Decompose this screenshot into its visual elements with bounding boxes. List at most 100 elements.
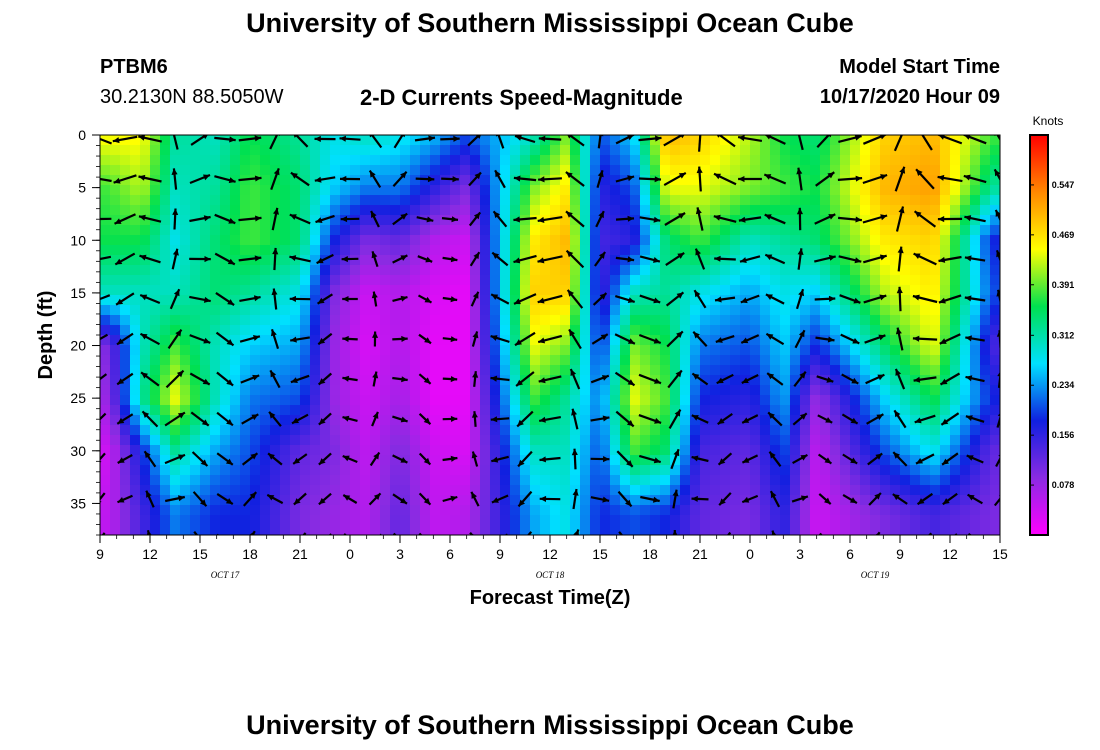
heatmap-cell [720, 395, 731, 406]
current-arrow [672, 489, 679, 509]
heatmap-cell [140, 325, 151, 336]
heatmap-cell [470, 155, 481, 166]
heatmap-cell [990, 395, 1000, 406]
heatmap-cell [640, 415, 651, 426]
heatmap-cell [950, 425, 961, 436]
heatmap-cell [960, 165, 971, 176]
heatmap-cell [630, 135, 641, 146]
heatmap-cell [910, 345, 921, 356]
heatmap-cell [470, 175, 481, 186]
heatmap-cell [670, 225, 681, 236]
heatmap-cell [240, 145, 251, 156]
heatmap-cell [100, 195, 111, 206]
heatmap-cell [710, 355, 721, 366]
heatmap-cell [450, 245, 461, 256]
heatmap-cell [350, 165, 361, 176]
heatmap-cell [820, 365, 831, 376]
heatmap-cell [250, 205, 261, 216]
heatmap-cell [590, 225, 601, 236]
heatmap-cell [580, 465, 591, 476]
heatmap-cell [350, 145, 361, 156]
heatmap-cell [610, 425, 621, 436]
current-arrow [514, 331, 536, 347]
heatmap-cell [750, 285, 761, 296]
heatmap-cell [450, 225, 461, 236]
heatmap-cell [920, 335, 931, 346]
heatmap-cell [320, 285, 331, 296]
heatmap-cell [550, 295, 561, 306]
heatmap-cell [990, 315, 1000, 326]
heatmap-cell [910, 135, 921, 146]
heatmap-cell [380, 435, 391, 446]
heatmap-cell [750, 315, 761, 326]
heatmap-cell [700, 525, 711, 535]
heatmap-cell [750, 395, 761, 406]
heatmap-cell [910, 265, 921, 276]
heatmap-cell [780, 235, 791, 246]
heatmap-cell [930, 285, 941, 296]
heatmap-cell [830, 475, 841, 486]
heatmap-cell [760, 395, 771, 406]
heatmap-cell [950, 265, 961, 276]
heatmap-cell [280, 365, 291, 376]
heatmap-cell [330, 355, 341, 366]
heatmap-cell [910, 225, 921, 236]
heatmap-cell [410, 235, 421, 246]
heatmap-cell [620, 265, 631, 276]
heatmap-cell [500, 455, 511, 466]
heatmap-cell [980, 515, 991, 526]
heatmap-cell [440, 165, 451, 176]
heatmap-cell [830, 495, 841, 506]
heatmap-cell [590, 215, 601, 226]
heatmap-cell [650, 365, 661, 376]
current-arrow [368, 492, 382, 506]
heatmap-cell [560, 205, 571, 216]
heatmap-cell [500, 425, 511, 436]
heatmap-cell [820, 145, 831, 156]
heatmap-cell [360, 345, 371, 356]
heatmap-cell [520, 505, 531, 516]
heatmap-cell [920, 315, 931, 326]
heatmap-cell [590, 295, 601, 306]
heatmap-cell [770, 475, 781, 486]
heatmap-cell [640, 345, 651, 356]
heatmap-cell [760, 465, 771, 476]
heatmap-cell [710, 415, 721, 426]
heatmap-cell [770, 205, 781, 216]
heatmap-cell [860, 175, 871, 186]
heatmap-cell [200, 315, 211, 326]
heatmap-cell [990, 375, 1000, 386]
heatmap-cell [530, 455, 541, 466]
heatmap-cell [300, 295, 311, 306]
heatmap-cell [600, 185, 611, 196]
heatmap-cell [150, 325, 161, 336]
heatmap-cell [890, 465, 901, 476]
heatmap-cell [610, 335, 621, 346]
heatmap-cell [900, 225, 911, 236]
heatmap-cell [950, 405, 961, 416]
heatmap-cell [820, 265, 831, 276]
heatmap-cell [230, 285, 241, 296]
heatmap-cell [560, 355, 571, 366]
heatmap-cell [530, 425, 541, 436]
current-arrow [238, 175, 262, 182]
heatmap-cell [870, 445, 881, 456]
heatmap-cell [480, 515, 491, 526]
heatmap-cell [260, 145, 271, 156]
heatmap-cell [490, 255, 501, 266]
heatmap-cell [210, 235, 221, 246]
heatmap-cell [150, 335, 161, 346]
heatmap-cell [960, 285, 971, 296]
current-arrow [392, 376, 408, 383]
heatmap-cell [860, 385, 871, 396]
heatmap-cell [100, 475, 111, 486]
heatmap-cell [580, 265, 591, 276]
heatmap-cell [450, 365, 461, 376]
heatmap-cell [180, 345, 191, 356]
heatmap-cell [390, 185, 401, 196]
heatmap-cell [620, 225, 631, 236]
heatmap-cell [990, 345, 1000, 356]
heatmap-cell [260, 135, 271, 146]
heatmap-cell [790, 165, 801, 176]
heatmap-cell [920, 325, 931, 336]
